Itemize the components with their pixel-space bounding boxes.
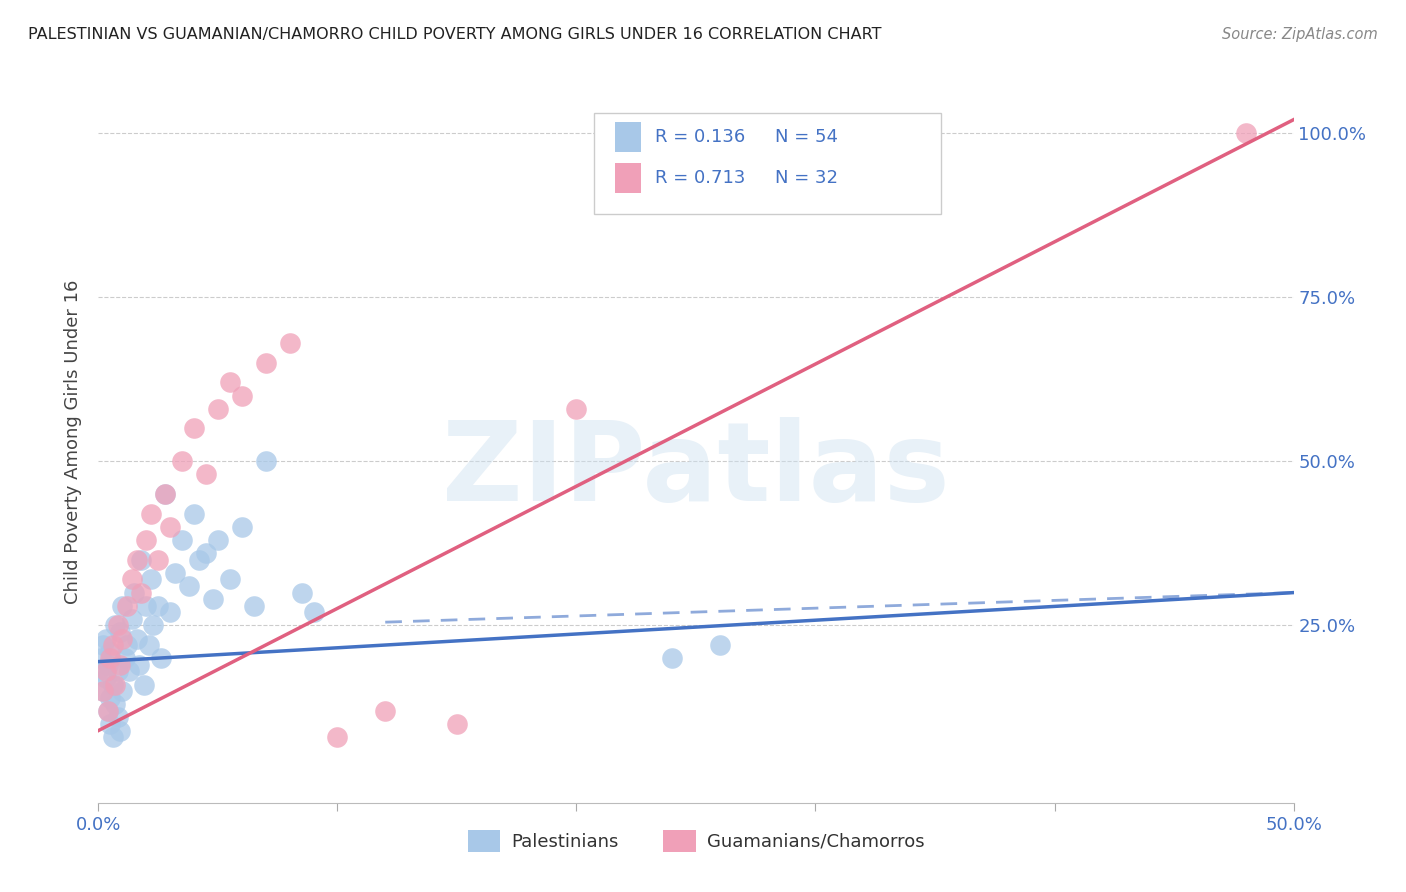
Point xyxy=(118,665,141,679)
Point xyxy=(139,507,162,521)
Point xyxy=(115,599,138,613)
Point xyxy=(91,638,114,652)
Point xyxy=(565,401,588,416)
Point xyxy=(231,388,253,402)
FancyBboxPatch shape xyxy=(614,163,641,194)
Point xyxy=(179,579,201,593)
Point xyxy=(187,553,209,567)
Point xyxy=(108,723,131,738)
Point xyxy=(183,507,205,521)
Point xyxy=(107,710,129,724)
Point xyxy=(195,546,218,560)
Point xyxy=(121,573,143,587)
Point xyxy=(108,625,131,640)
Point xyxy=(111,684,134,698)
Point xyxy=(94,665,117,679)
Point xyxy=(91,684,114,698)
Point xyxy=(446,717,468,731)
Point xyxy=(207,533,229,547)
Point xyxy=(219,376,242,390)
Point xyxy=(302,605,325,619)
Point xyxy=(135,599,157,613)
Point xyxy=(131,553,153,567)
Point xyxy=(97,704,120,718)
Point xyxy=(135,533,157,547)
Legend: Palestinians, Guamanians/Chamorros: Palestinians, Guamanians/Chamorros xyxy=(460,822,932,859)
Point xyxy=(94,671,117,685)
Point xyxy=(97,704,120,718)
Point xyxy=(98,690,122,705)
Text: N = 54: N = 54 xyxy=(775,128,838,146)
Point xyxy=(142,618,165,632)
Text: ZIPatlas: ZIPatlas xyxy=(441,417,950,524)
Point xyxy=(90,651,112,665)
Point xyxy=(202,592,225,607)
Point xyxy=(125,632,148,646)
Point xyxy=(124,585,146,599)
Point xyxy=(183,421,205,435)
Point xyxy=(219,573,242,587)
Point xyxy=(291,585,314,599)
Text: N = 32: N = 32 xyxy=(775,169,838,187)
Point xyxy=(661,651,683,665)
Point xyxy=(139,573,162,587)
Point xyxy=(172,454,194,468)
Point xyxy=(114,651,136,665)
Text: R = 0.713: R = 0.713 xyxy=(655,169,745,187)
FancyBboxPatch shape xyxy=(614,121,641,153)
Point xyxy=(685,139,707,153)
Point xyxy=(87,665,110,679)
Point xyxy=(101,677,124,691)
Point xyxy=(101,730,124,744)
Point xyxy=(138,638,160,652)
Point xyxy=(107,618,129,632)
Point xyxy=(104,677,127,691)
Point xyxy=(172,533,194,547)
FancyBboxPatch shape xyxy=(595,112,941,214)
Point xyxy=(111,599,134,613)
Point xyxy=(115,638,138,652)
Point xyxy=(91,684,114,698)
Point xyxy=(155,487,177,501)
Point xyxy=(1234,126,1257,140)
Point xyxy=(159,520,181,534)
Point xyxy=(104,618,127,632)
Point xyxy=(254,356,277,370)
Point xyxy=(374,704,396,718)
Point xyxy=(231,520,253,534)
Point xyxy=(148,553,170,567)
Point xyxy=(101,638,124,652)
Point xyxy=(98,717,122,731)
Point xyxy=(254,454,277,468)
Point xyxy=(98,651,122,665)
Y-axis label: Child Poverty Among Girls Under 16: Child Poverty Among Girls Under 16 xyxy=(65,279,83,604)
Point xyxy=(128,657,150,672)
Point xyxy=(94,632,117,646)
Point xyxy=(155,487,177,501)
Point xyxy=(159,605,181,619)
Point xyxy=(107,665,129,679)
Point xyxy=(111,632,134,646)
Text: Source: ZipAtlas.com: Source: ZipAtlas.com xyxy=(1222,27,1378,42)
Point xyxy=(243,599,266,613)
Point xyxy=(709,638,731,652)
Point xyxy=(207,401,229,416)
Point xyxy=(108,657,131,672)
Point xyxy=(104,698,127,712)
Point xyxy=(163,566,186,580)
Text: R = 0.136: R = 0.136 xyxy=(655,128,745,146)
Point xyxy=(97,657,120,672)
Point xyxy=(125,553,148,567)
Point xyxy=(149,651,172,665)
Point xyxy=(326,730,349,744)
Point xyxy=(131,585,153,599)
Point xyxy=(121,612,143,626)
Point xyxy=(278,336,301,351)
Point xyxy=(132,677,155,691)
Point xyxy=(195,467,218,482)
Point xyxy=(98,645,122,659)
Point xyxy=(148,599,170,613)
Text: PALESTINIAN VS GUAMANIAN/CHAMORRO CHILD POVERTY AMONG GIRLS UNDER 16 CORRELATION: PALESTINIAN VS GUAMANIAN/CHAMORRO CHILD … xyxy=(28,27,882,42)
